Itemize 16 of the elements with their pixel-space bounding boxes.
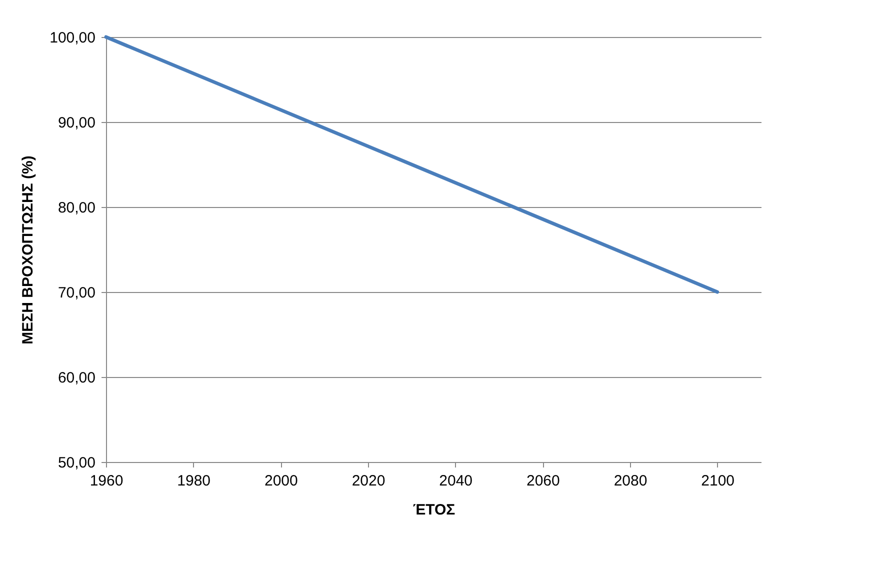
x-tick-label: 2100 — [701, 472, 735, 490]
x-tick-label: 2040 — [439, 472, 473, 490]
x-tick-label: 2060 — [526, 472, 560, 490]
y-tick-label: 100,00 — [50, 30, 96, 46]
x-tick-label: 2020 — [352, 472, 386, 490]
y-tick-label: 90,00 — [58, 114, 96, 132]
x-tick-label: 1980 — [177, 472, 211, 490]
x-tick-label: 1960 — [90, 472, 124, 490]
x-tick-label: 2000 — [264, 472, 298, 490]
y-tick-label: 60,00 — [58, 370, 96, 386]
y-tick-label: 70,00 — [58, 284, 96, 302]
x-axis-title: ΈΤΟΣ — [412, 502, 456, 518]
x-tick-label: 2080 — [614, 472, 648, 490]
y-axis-title: ΜΕΣΗ ΒΡΟΧΟΠΤΩΣΗΣ (%) — [20, 156, 37, 344]
y-tick-label: 50,00 — [58, 454, 96, 472]
y-tick-label: 80,00 — [58, 200, 96, 216]
